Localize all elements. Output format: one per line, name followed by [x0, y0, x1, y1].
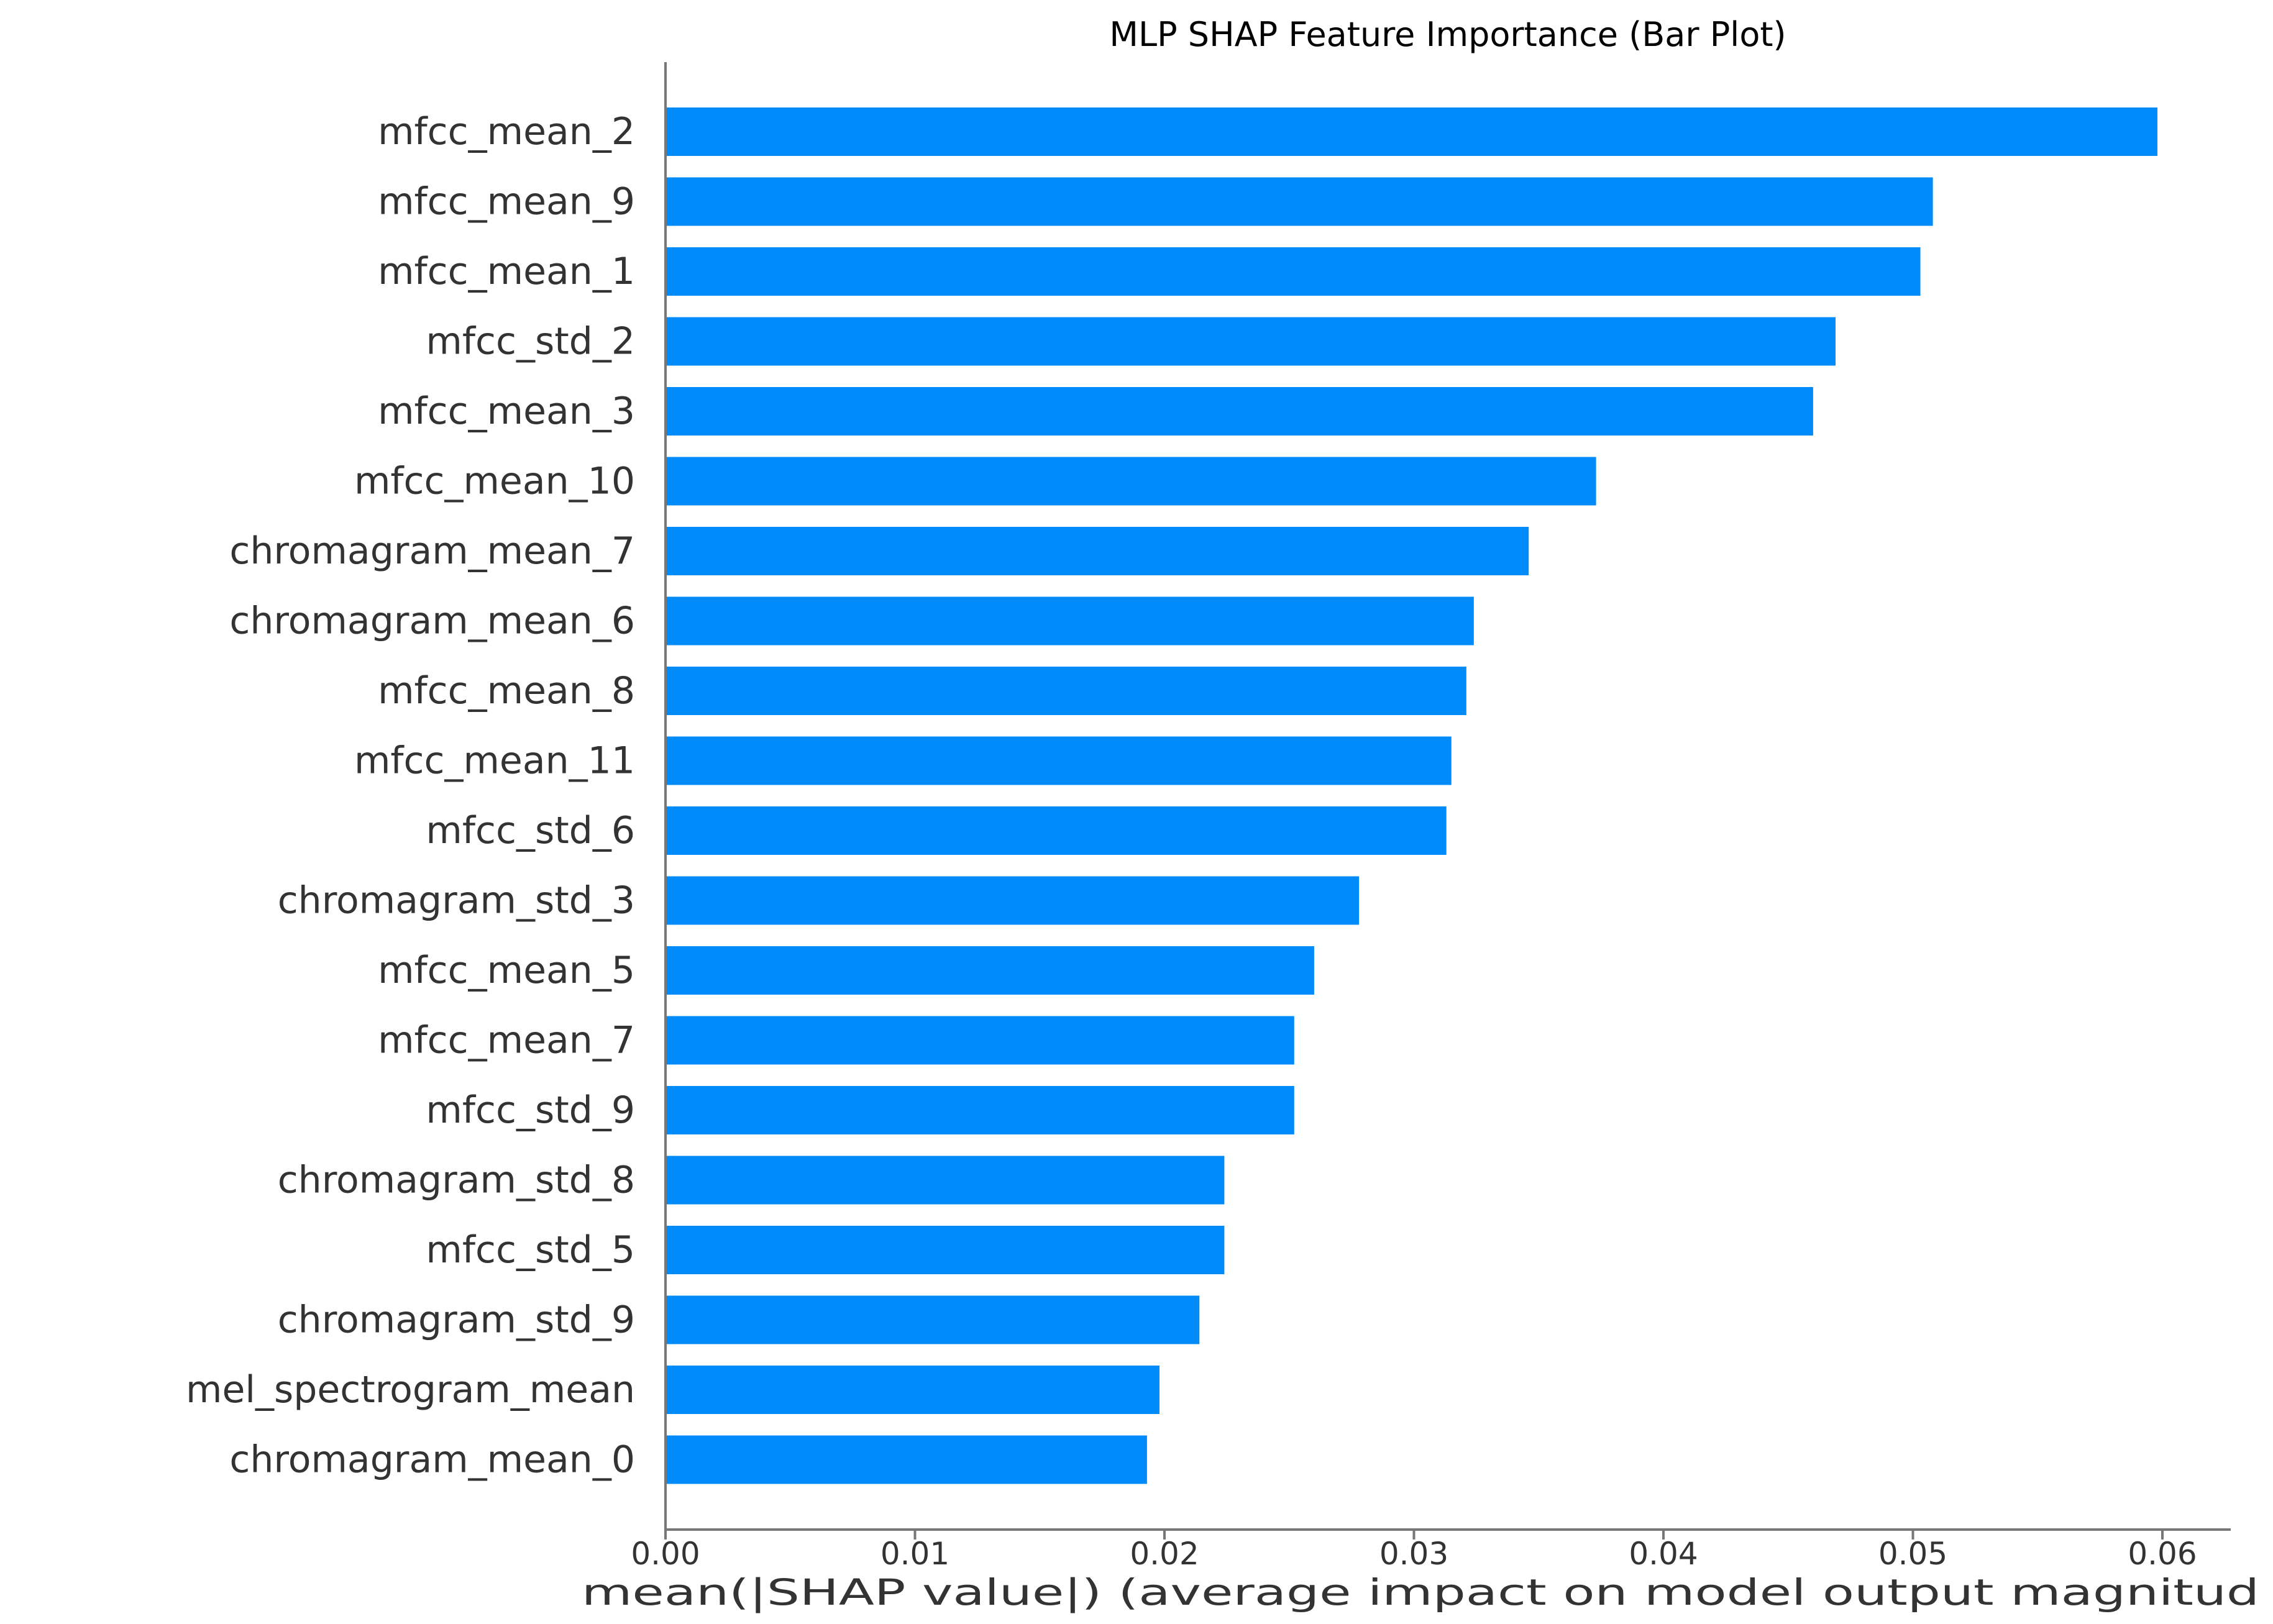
bar-chromagram_std_9	[665, 1295, 1200, 1344]
y-tick-label: chromagram_mean_7	[229, 529, 635, 573]
y-tick-label: chromagram_mean_0	[229, 1438, 635, 1482]
x-tick-label: 0.06	[2128, 1536, 2197, 1572]
y-tick-label: mfcc_mean_7	[378, 1019, 635, 1062]
bar-mfcc_std_9	[665, 1086, 1294, 1134]
x-tick-label: 0.02	[1130, 1536, 1199, 1572]
bar-mfcc_std_6	[665, 806, 1447, 855]
bar-mfcc_mean_1	[665, 247, 1921, 296]
y-tick-label: mfcc_mean_11	[354, 739, 635, 783]
y-tick-label: chromagram_std_3	[278, 879, 635, 923]
y-tick-label: mfcc_mean_8	[378, 669, 635, 713]
bar-mfcc_mean_7	[665, 1016, 1294, 1065]
y-tick-label: mfcc_mean_3	[378, 390, 635, 433]
y-tick-label: mfcc_mean_2	[378, 110, 635, 153]
bar-chromagram_mean_0	[665, 1435, 1147, 1484]
y-tick-label: mfcc_std_9	[426, 1088, 635, 1132]
x-ticks: 0.00 0.01 0.02 0.03 0.04 0.05 0.06	[631, 1530, 2197, 1572]
x-tick-label: 0.00	[631, 1536, 700, 1572]
bar-mel_spectrogram_mean	[665, 1366, 1159, 1414]
x-axis-label: mean(|SHAP value|) (average impact on mo…	[582, 1571, 2259, 1613]
y-tick-label: mfcc_std_2	[426, 320, 635, 363]
y-tick-label: mfcc_std_5	[426, 1228, 635, 1272]
y-tick-label: mfcc_std_6	[426, 809, 635, 852]
y-tick-label: mfcc_mean_10	[354, 460, 635, 503]
x-tick-label: 0.04	[1629, 1536, 1698, 1572]
y-tick-label: mel_spectrogram_mean	[186, 1368, 635, 1412]
bar-mfcc_std_5	[665, 1226, 1225, 1274]
bar-chromagram_mean_6	[665, 596, 1474, 645]
bar-mfcc_mean_8	[665, 667, 1466, 715]
chart-title: MLP SHAP Feature Importance (Bar Plot)	[1109, 15, 1786, 54]
x-tick-label: 0.01	[880, 1536, 949, 1572]
y-tick-label: mfcc_mean_5	[378, 949, 635, 992]
y-tick-label: mfcc_mean_1	[378, 250, 635, 293]
bar-mfcc_mean_3	[665, 387, 1813, 436]
bar-mfcc_mean_10	[665, 457, 1596, 506]
bar-mfcc_mean_11	[665, 736, 1452, 785]
y-tick-label: chromagram_std_9	[278, 1298, 635, 1342]
x-tick-label: 0.03	[1379, 1536, 1448, 1572]
y-tick-label: chromagram_std_8	[278, 1159, 635, 1202]
bar-mfcc_std_2	[665, 317, 1836, 366]
y-tick-label: mfcc_mean_9	[378, 180, 635, 224]
bar-chromagram_mean_7	[665, 527, 1529, 575]
bar-mfcc_mean_2	[665, 107, 2157, 156]
x-tick-label: 0.05	[1878, 1536, 1947, 1572]
bar-mfcc_mean_9	[665, 177, 1933, 226]
y-tick-labels: mfcc_mean_2 mfcc_mean_9 mfcc_mean_1 mfcc_st…	[186, 110, 635, 1482]
bar-mfcc_mean_5	[665, 946, 1314, 995]
y-tick-label: chromagram_mean_6	[229, 600, 635, 643]
bar-chromagram_std_3	[665, 876, 1360, 925]
bar-chromagram_std_8	[665, 1156, 1225, 1205]
bars-layer	[665, 107, 2157, 1484]
